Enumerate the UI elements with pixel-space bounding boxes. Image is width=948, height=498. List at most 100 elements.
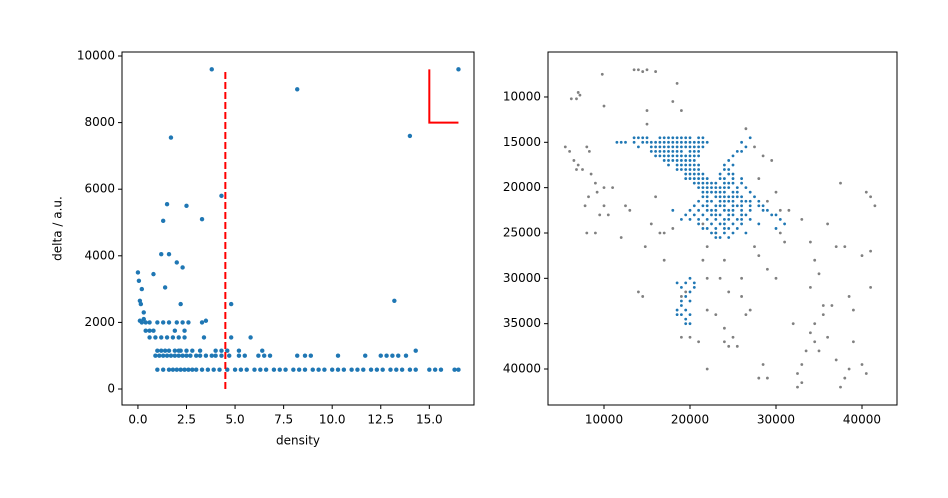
point [335, 353, 341, 358]
point [688, 168, 692, 171]
point [637, 136, 640, 140]
point [392, 298, 397, 303]
point [186, 320, 191, 325]
point [731, 195, 735, 199]
point [714, 231, 718, 235]
point [701, 190, 705, 194]
point [302, 367, 308, 372]
point [778, 208, 782, 212]
point [723, 326, 726, 330]
point [248, 335, 253, 340]
point [160, 353, 166, 358]
point [757, 376, 761, 380]
point [684, 177, 688, 180]
point [242, 353, 247, 358]
y-tick-label: 20000 [503, 180, 541, 194]
point [774, 190, 778, 194]
point [675, 140, 679, 144]
point [697, 177, 701, 180]
point [723, 231, 726, 235]
point [740, 195, 744, 199]
point [714, 195, 718, 199]
point [692, 281, 696, 285]
point [697, 199, 701, 203]
point [662, 136, 666, 140]
point [203, 353, 209, 358]
point [740, 140, 744, 144]
point [138, 301, 144, 307]
point [731, 222, 735, 226]
point [718, 190, 722, 194]
point [680, 335, 683, 339]
point [399, 367, 405, 372]
point [753, 245, 756, 248]
point [800, 363, 804, 366]
point [688, 335, 692, 339]
point [263, 367, 269, 372]
point [765, 208, 769, 212]
x-tick-label: 5.0 [226, 413, 245, 427]
point [602, 104, 606, 108]
point [667, 145, 670, 149]
point [735, 217, 739, 221]
point [600, 72, 604, 76]
point [740, 276, 744, 280]
point [705, 217, 709, 221]
point [649, 222, 653, 226]
point [697, 186, 701, 190]
point [753, 145, 756, 149]
point [727, 213, 731, 217]
point [723, 177, 726, 180]
y-tick-label: 8000 [84, 115, 115, 129]
point [688, 322, 692, 326]
point [302, 353, 308, 358]
point [740, 222, 744, 226]
x-axis-label: density [276, 434, 320, 448]
point [723, 199, 726, 203]
point [692, 140, 696, 144]
point [697, 136, 701, 140]
point [155, 320, 160, 325]
point [203, 318, 209, 323]
point [692, 149, 696, 153]
point [684, 163, 688, 167]
point [619, 236, 623, 239]
point [675, 159, 679, 162]
point [199, 367, 205, 372]
point [705, 208, 709, 212]
point [701, 195, 705, 199]
point [228, 301, 234, 307]
point [710, 181, 713, 185]
point [684, 172, 688, 176]
point [718, 172, 722, 176]
point [723, 181, 726, 185]
point [705, 276, 709, 280]
point [692, 154, 696, 158]
point [688, 159, 692, 162]
point [718, 186, 722, 190]
point [765, 199, 769, 203]
point [851, 340, 855, 344]
point [697, 168, 701, 171]
point [671, 154, 675, 158]
point [238, 367, 244, 372]
point [748, 217, 752, 221]
point [199, 320, 205, 325]
point [731, 231, 735, 235]
point [164, 335, 170, 340]
point [723, 217, 726, 221]
point [710, 190, 713, 194]
point [170, 367, 176, 372]
point [757, 199, 761, 203]
point [684, 290, 688, 294]
point [727, 181, 731, 185]
x-tick-label: 2.5 [177, 413, 196, 427]
point [761, 208, 765, 212]
point [232, 367, 238, 372]
point [576, 163, 580, 167]
point [804, 349, 808, 353]
x-tick-label: 40000 [843, 413, 881, 427]
point [394, 367, 399, 372]
point [587, 195, 590, 199]
point [649, 140, 653, 144]
